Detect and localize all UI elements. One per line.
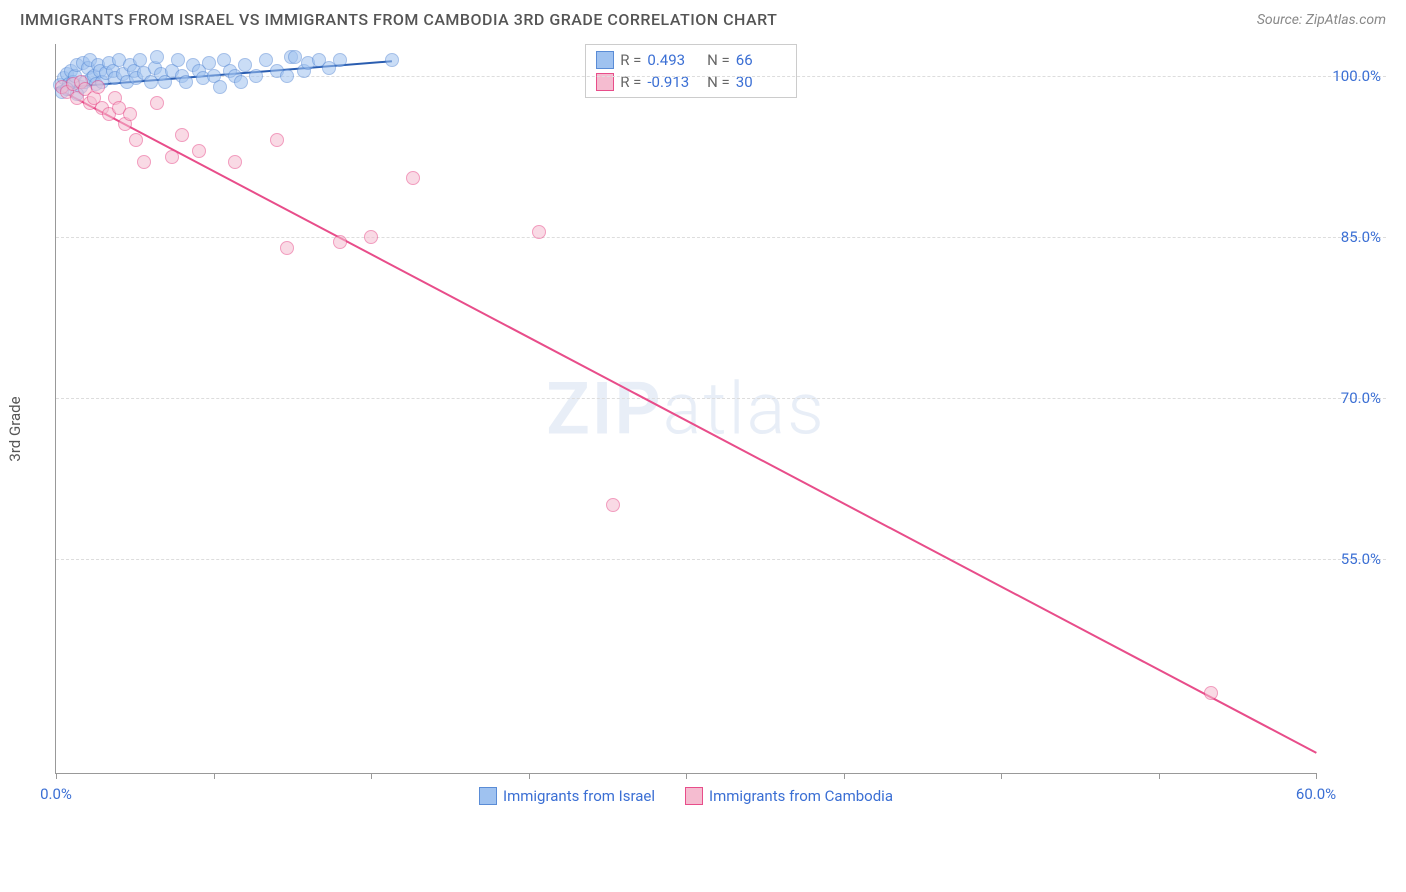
data-point [192,144,206,158]
x-tick [529,773,530,779]
x-tick [56,773,57,779]
data-point [123,107,137,121]
stats-row: R = -0.913 N = 30 [596,71,786,93]
x-tick [214,773,215,779]
x-tick-label: 60.0% [1296,785,1336,803]
data-point [202,56,216,70]
data-point [333,235,347,249]
data-point [137,155,151,169]
gridline [56,559,1386,560]
stats-n-label: N = [703,71,729,93]
legend-label-israel: Immigrants from Israel [503,787,655,805]
stats-r-value: 0.493 [647,49,697,71]
y-tick-label: 70.0% [1341,389,1381,407]
regression-line [56,87,1317,753]
watermark: ZIPatlas [546,366,826,451]
x-tick [844,773,845,779]
gridline [56,398,1386,399]
y-tick-label: 55.0% [1341,550,1381,568]
stats-swatch [596,51,614,69]
x-tick [686,773,687,779]
y-tick-label: 100.0% [1332,67,1381,85]
x-tick-label: 0.0% [40,785,72,803]
data-point [133,53,147,67]
x-tick [1001,773,1002,779]
stats-r-value: -0.913 [647,71,697,93]
x-tick [1159,773,1160,779]
legend-swatch-cambodia [685,787,703,805]
gridline [56,237,1386,238]
data-point [91,80,105,94]
data-point [249,69,263,83]
data-point [213,80,227,94]
data-point [1204,686,1218,700]
stats-n-value: 66 [736,49,786,71]
legend-swatch-israel [479,787,497,805]
data-point [385,53,399,67]
chart-title: IMMIGRANTS FROM ISRAEL VS IMMIGRANTS FRO… [20,10,777,29]
data-point [280,241,294,255]
stats-row: R = 0.493 N = 66 [596,49,786,71]
plot-area: ZIPatlas R =0.493 N =66R =-0.913 N =30 I… [55,44,1316,774]
data-point [129,133,143,147]
y-tick-label: 85.0% [1341,228,1381,246]
x-tick [1316,773,1317,779]
source-label: Source: ZipAtlas.com [1257,12,1386,28]
stats-r-label: R = [620,71,641,93]
data-point [150,50,164,64]
legend-bottom: Immigrants from Israel Immigrants from C… [56,787,1316,805]
legend-label-cambodia: Immigrants from Cambodia [709,787,893,805]
data-point [171,53,185,67]
stats-n-value: 30 [736,71,786,93]
data-point [270,133,284,147]
y-axis-label: 3rd Grade [6,396,24,461]
data-point [606,498,620,512]
data-point [165,150,179,164]
data-point [175,128,189,142]
data-point [364,230,378,244]
x-tick [371,773,372,779]
legend-item-cambodia: Immigrants from Cambodia [685,787,893,805]
stats-r-label: R = [620,49,641,71]
data-point [150,96,164,110]
data-point [333,53,347,67]
data-point [280,69,294,83]
data-point [406,171,420,185]
data-point [532,225,546,239]
legend-item-israel: Immigrants from Israel [479,787,655,805]
data-point [179,75,193,89]
stats-n-label: N = [703,49,729,71]
stats-legend-box: R = 0.493 N = 66 R = -0.913 N = 30 [585,44,797,98]
chart-container: 3rd Grade ZIPatlas R =0.493 N =66R =-0.9… [55,34,1386,824]
data-point [234,75,248,89]
data-point [228,155,242,169]
